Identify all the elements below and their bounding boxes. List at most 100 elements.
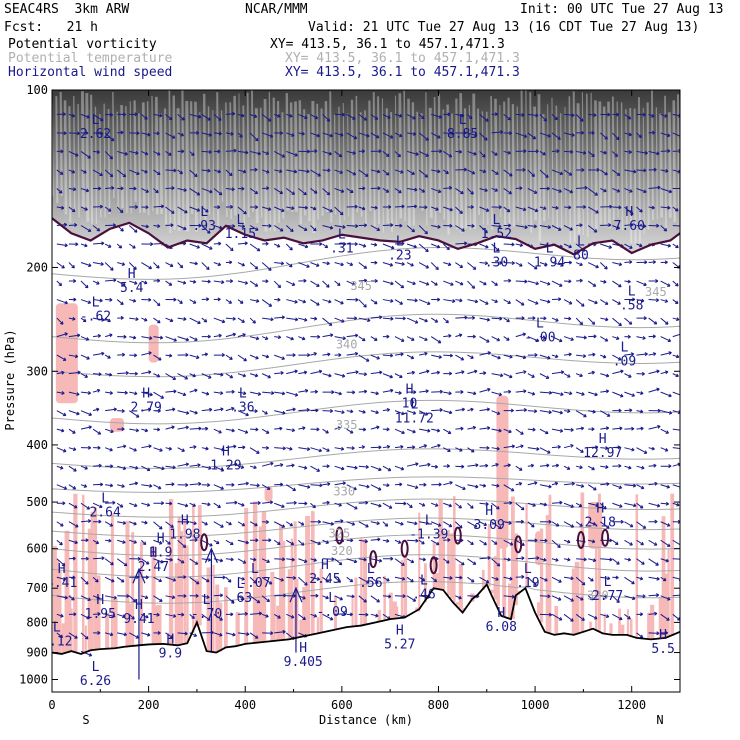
wind-arrow (310, 334, 321, 339)
wind-arrow (80, 373, 88, 378)
wind-arrow (455, 484, 466, 491)
wind-arrow (467, 502, 474, 509)
extremum-marker: H (406, 383, 414, 398)
wind-arrow (189, 317, 201, 325)
wind-arrow (431, 521, 442, 527)
wind-arrow (431, 224, 441, 229)
wind-arrow (515, 112, 525, 117)
wind-arrow (201, 243, 213, 250)
wind-arrow (660, 613, 670, 621)
wind-arrow (56, 521, 64, 527)
wind-arrow (334, 169, 343, 174)
extremum-value: -.70 (191, 607, 222, 622)
wind-arrow (213, 205, 221, 210)
wind-arrow (80, 206, 88, 211)
pv-streak (254, 108, 259, 224)
wind-arrow (660, 187, 673, 194)
wind-arrow (648, 631, 660, 636)
wind-arrow (612, 151, 618, 158)
wind-arrow (334, 595, 343, 601)
wind-arrow (672, 447, 680, 449)
wind-arrow (587, 188, 598, 196)
wind-arrow (358, 169, 369, 177)
wind-arrow (141, 595, 149, 600)
y-axis-label: Pressure (hPa) (3, 329, 17, 430)
wind-arrow (370, 465, 382, 472)
wind-arrow (310, 558, 317, 562)
wind-arrow (612, 262, 623, 267)
wind-arrow (515, 332, 527, 338)
wind-arrow (93, 519, 102, 524)
pv-plume (667, 548, 670, 638)
wind-arrow (515, 428, 524, 435)
pv-streak (511, 104, 515, 227)
wind-arrow (431, 389, 443, 394)
wind-arrow (56, 370, 65, 375)
wind-arrow (551, 280, 563, 287)
wind-arrow (225, 354, 233, 360)
wind-arrow (539, 186, 550, 191)
wind-arrow (358, 372, 368, 377)
pv-streak (289, 102, 294, 212)
wind-arrow (92, 428, 102, 435)
wind-arrow (165, 114, 173, 121)
wind-arrow (394, 204, 405, 209)
wind-arrow (322, 557, 335, 562)
wind-arrow (467, 334, 476, 339)
wind-arrow (358, 557, 367, 562)
wind-arrow (80, 280, 89, 289)
wind-arrow (165, 557, 173, 562)
wind-arrow (636, 187, 647, 194)
wind-arrow (105, 185, 115, 190)
theta-label: 320 (587, 588, 609, 602)
wind-arrow (117, 371, 129, 375)
wind-arrow (479, 407, 491, 412)
wind-arrow (274, 629, 286, 634)
wind-arrow (249, 317, 256, 324)
wind-arrow (116, 576, 125, 583)
wind-arrow (551, 463, 560, 468)
pv-plume (603, 613, 606, 634)
wind-arrow (56, 243, 68, 248)
pv-plume (177, 516, 181, 646)
wind-arrow (141, 613, 149, 619)
wind-arrow (612, 502, 623, 508)
extremum-marker: L (621, 341, 629, 356)
pv-streak (116, 111, 119, 208)
wind-arrow (116, 299, 124, 306)
wind-arrow (141, 351, 152, 356)
wind-arrow (201, 426, 209, 431)
wind-arrow (93, 482, 104, 487)
wind-arrow (141, 520, 148, 525)
wind-arrow (262, 520, 270, 524)
wind-arrow (237, 317, 245, 323)
pv-streak (294, 101, 298, 212)
wind-arrow (599, 502, 607, 510)
wind-arrow (117, 150, 128, 156)
wind-arrow (189, 243, 200, 249)
wind-arrow (394, 410, 405, 416)
pv-plume (432, 542, 436, 590)
pv-contour-blob (369, 550, 378, 569)
updraft-arrowhead (289, 586, 303, 603)
wind-arrow (261, 595, 270, 603)
wind-arrow (672, 333, 680, 338)
wind-arrow (165, 482, 175, 487)
extremum-marker: L (239, 387, 247, 402)
valid-time: Valid: 21 UTC Tue 27 Aug 13 (16 CDT Tue … (308, 20, 700, 35)
wind-arrow (93, 556, 105, 561)
wind-arrow (539, 206, 547, 211)
wind-arrow (237, 465, 245, 469)
wind-arrow (672, 391, 680, 396)
wind-arrow (225, 576, 232, 583)
wind-arrow (237, 558, 247, 564)
pv-streak (576, 103, 581, 234)
extremum-marker: L (425, 513, 433, 528)
wind-arrow (358, 595, 367, 603)
wind-arrow (527, 538, 538, 543)
wind-arrow (177, 149, 185, 154)
wind-arrow (600, 354, 607, 359)
extremum-marker: L (420, 573, 428, 588)
wind-arrow (612, 354, 622, 361)
wind-arrow (56, 558, 66, 567)
